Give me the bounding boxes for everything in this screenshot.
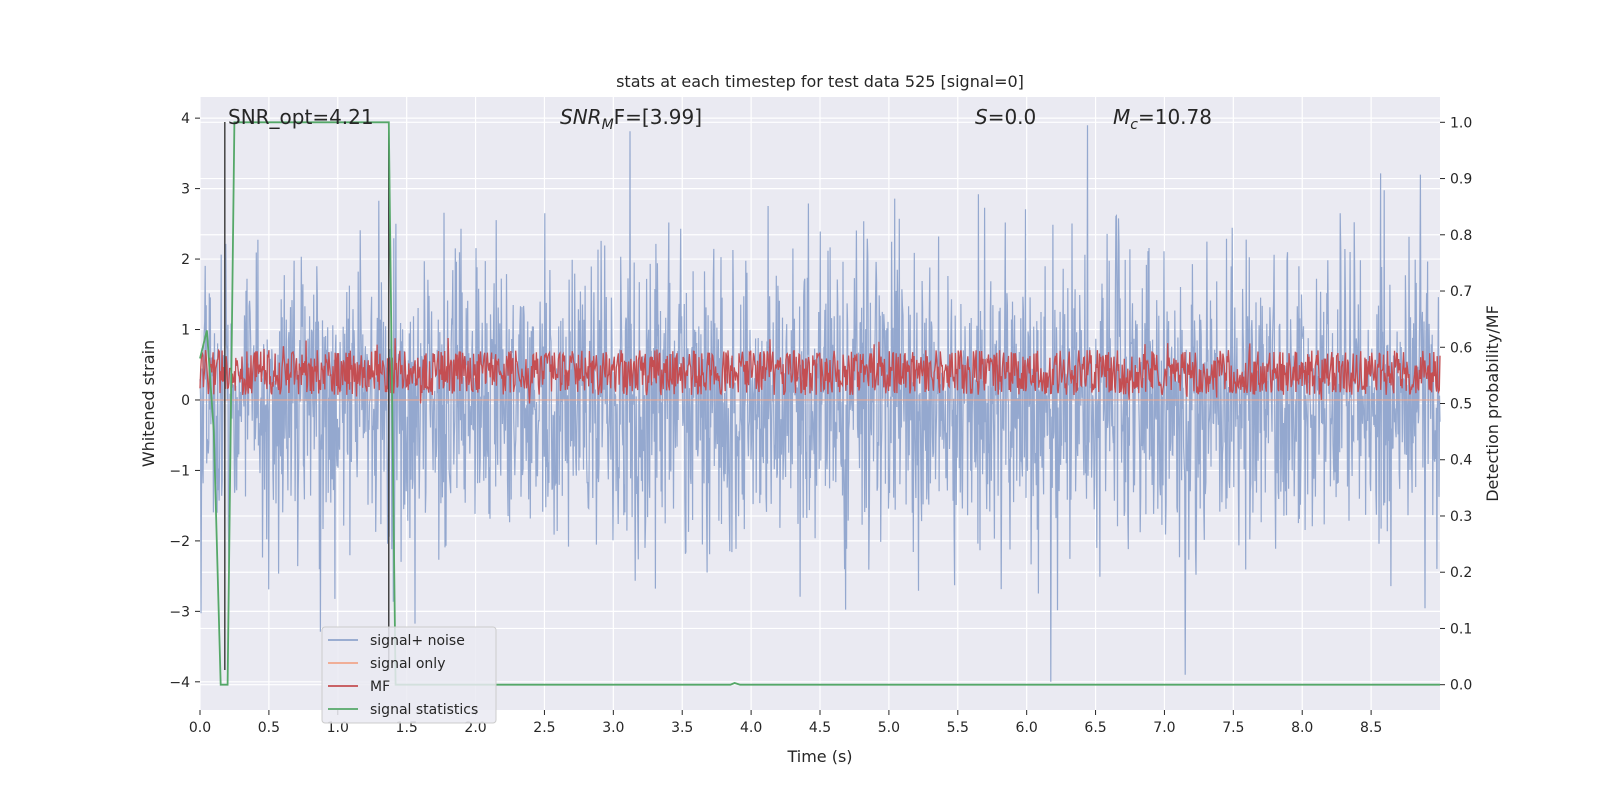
- y-right-tick-label: 0.1: [1450, 621, 1472, 637]
- legend-label-signal-noise: signal+ noise: [370, 633, 465, 649]
- legend-box: [321, 626, 497, 724]
- y-left-tick-label: 4: [181, 111, 190, 127]
- chart-title: stats at each timestep for test data 525…: [616, 72, 1024, 91]
- y-right-tick-label: 0.2: [1450, 565, 1472, 581]
- x-tick-label: 7.0: [1153, 720, 1175, 736]
- x-tick-label: 5.0: [878, 720, 900, 736]
- x-tick-labels: 0.0 0.5 1.0 1.5 2.0 2.5 3.0 3.5 4.0 4.5 5.0 5.5 6.0 6…: [189, 710, 1382, 736]
- y-right-tick-label: 0.4: [1450, 453, 1472, 469]
- x-tick-label: 2.5: [533, 720, 555, 736]
- signal-noise-line: [199, 125, 1441, 682]
- y-left-tick-label: 3: [181, 182, 190, 198]
- x-tick-label: 6.0: [1016, 720, 1038, 736]
- y-right-tick-label: 0.0: [1450, 678, 1472, 694]
- y-left-tick-label: −3: [169, 604, 190, 620]
- y-right-tick-labels: 1.0 0.9 0.8 0.7 0.6 0.5 0.4 0.3 0.2 0.1 0.0: [1440, 115, 1472, 694]
- x-tick-label: 6.5: [1084, 720, 1106, 736]
- x-tick-label: 2.0: [464, 720, 486, 736]
- legend: signal+ noise signal only MF signal stat…: [321, 626, 497, 724]
- y-left-tick-label: −2: [169, 534, 190, 550]
- y-left-tick-label: 0: [181, 393, 190, 409]
- y-right-tick-label: 0.5: [1450, 397, 1472, 413]
- y-left-tick-labels: 4 3 2 1 0 −1 −2 −3 −4: [169, 111, 200, 691]
- legend-label-mf: MF: [370, 679, 390, 695]
- y-right-tick-label: 0.7: [1450, 284, 1472, 300]
- y-right-tick-label: 0.3: [1450, 509, 1472, 525]
- x-tick-label: 1.5: [396, 720, 418, 736]
- y-right-tick-label: 0.9: [1450, 172, 1472, 188]
- annotation-snr-mf: SNRMF=[3.99]: [560, 105, 702, 133]
- y-axis-label-right: Detection probability/MF: [1483, 305, 1502, 502]
- mf-series: [199, 337, 1441, 404]
- y-axis-label-left: Whitened strain: [139, 340, 158, 467]
- y-left-tick-label: −1: [169, 463, 190, 479]
- x-tick-label: 5.5: [947, 720, 969, 736]
- x-tick-label: 0.5: [258, 720, 280, 736]
- x-tick-label: 1.0: [327, 720, 349, 736]
- signal-statistics-line: [199, 121, 1440, 686]
- y-left-tick-label: 2: [181, 252, 190, 268]
- vertical-markers: [224, 122, 390, 670]
- y-left-tick-label: 1: [181, 323, 190, 339]
- x-axis-label: Time (s): [786, 747, 852, 766]
- legend-label-signal-only: signal only: [370, 656, 445, 672]
- x-tick-label: 7.5: [1222, 720, 1244, 736]
- annotation-s: S=0.0: [975, 105, 1036, 129]
- mf-line: [199, 337, 1441, 404]
- x-tick-label: 4.0: [740, 720, 762, 736]
- x-tick-label: 0.0: [189, 720, 211, 736]
- y-right-tick-label: 1.0: [1450, 115, 1472, 131]
- legend-label-signal-statistics: signal statistics: [370, 702, 478, 718]
- x-tick-label: 8.0: [1291, 720, 1313, 736]
- signal-noise-series: [199, 125, 1441, 682]
- y-left-tick-label: −4: [169, 675, 190, 691]
- annotation-mc: Mc=10.78: [1113, 105, 1212, 133]
- x-tick-label: 3.0: [602, 720, 624, 736]
- annotation-snr-opt: SNR_opt=4.21: [228, 105, 374, 129]
- y-right-tick-label: 0.8: [1450, 228, 1472, 244]
- signal-statistics-series: [199, 121, 1440, 686]
- x-tick-label: 4.5: [809, 720, 831, 736]
- x-tick-label: 8.5: [1360, 720, 1382, 736]
- y-right-tick-label: 0.6: [1450, 340, 1472, 356]
- x-tick-label: 3.5: [671, 720, 693, 736]
